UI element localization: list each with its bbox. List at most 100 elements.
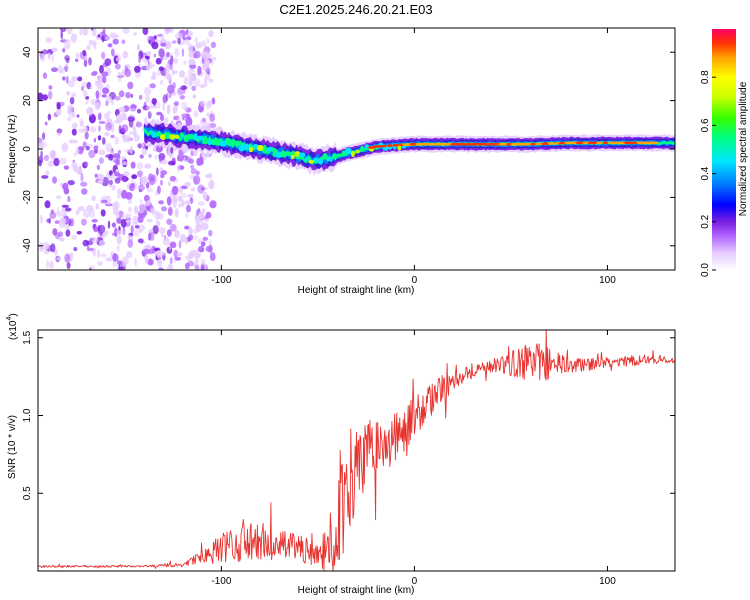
y-tick-label: 0.5 bbox=[22, 486, 33, 500]
noise-blob bbox=[84, 131, 89, 140]
noise-blob bbox=[200, 248, 204, 253]
noise-blob bbox=[178, 202, 182, 208]
ridge-blob bbox=[308, 160, 315, 164]
noise-blob bbox=[90, 72, 98, 77]
noise-blob bbox=[190, 164, 195, 169]
ridge-hotspot bbox=[474, 142, 485, 146]
ridge-blob bbox=[336, 153, 342, 158]
spectrogram-panel: -100 0 100 -40 -20 0 20 40 Height of straight … bbox=[7, 27, 676, 296]
ridge-blob bbox=[332, 153, 337, 158]
ridge-hotspot bbox=[463, 142, 472, 146]
noise-blob bbox=[196, 157, 203, 166]
colorbar-tick-label: 0.6 bbox=[700, 118, 711, 132]
noise-blob bbox=[157, 212, 164, 220]
noise-blob bbox=[187, 80, 193, 87]
noise-blob bbox=[42, 94, 48, 101]
noise-blob bbox=[63, 38, 71, 48]
noise-blob bbox=[166, 229, 172, 237]
noise-blob bbox=[129, 145, 133, 155]
noise-blob bbox=[121, 156, 126, 161]
noise-blob bbox=[130, 93, 134, 98]
noise-blob bbox=[94, 101, 101, 111]
noise-blob bbox=[116, 74, 125, 79]
noise-blob bbox=[200, 157, 204, 166]
noise-blob bbox=[132, 215, 139, 226]
ridge-hotspot bbox=[438, 142, 450, 146]
noise-blob bbox=[183, 60, 187, 65]
ridge-blob bbox=[183, 136, 190, 143]
noise-blob bbox=[108, 179, 113, 186]
noise-blob bbox=[156, 220, 161, 227]
noise-blob bbox=[82, 28, 89, 36]
noise-blob bbox=[66, 262, 71, 270]
noise-blob bbox=[164, 116, 169, 123]
noise-blob bbox=[195, 226, 203, 232]
noise-blob bbox=[150, 75, 156, 80]
snr-x-label: Height of straight line (km) bbox=[298, 585, 415, 596]
noise-blob bbox=[117, 107, 126, 113]
noise-blob bbox=[195, 42, 203, 49]
noise-blob bbox=[66, 75, 69, 84]
noise-blob bbox=[61, 204, 69, 208]
noise-blob bbox=[166, 104, 171, 115]
noise-blob bbox=[167, 264, 174, 270]
noise-blob bbox=[177, 88, 184, 97]
noise-blob bbox=[71, 76, 78, 82]
ridge-hotspot bbox=[386, 144, 393, 148]
noise-blob bbox=[134, 225, 140, 229]
noise-blob bbox=[80, 172, 84, 182]
noise-blob bbox=[167, 75, 172, 82]
noise-blob bbox=[48, 85, 53, 90]
y-tick-label: 1.5 bbox=[22, 330, 33, 344]
ridge-hotspot bbox=[522, 142, 533, 146]
noise-blob bbox=[64, 63, 70, 71]
noise-blob bbox=[192, 235, 199, 240]
y-tick-label: 20 bbox=[22, 95, 33, 107]
noise-blob bbox=[118, 266, 125, 270]
noise-blob bbox=[144, 244, 152, 250]
ridge-blob bbox=[280, 150, 287, 158]
noise-blob bbox=[71, 234, 77, 240]
noise-blob bbox=[156, 111, 163, 116]
noise-blob bbox=[125, 134, 131, 143]
noise-blob bbox=[83, 125, 88, 132]
noise-blob bbox=[147, 258, 154, 266]
noise-blob bbox=[100, 195, 109, 202]
noise-blob bbox=[157, 258, 163, 268]
noise-blob bbox=[75, 148, 80, 155]
ridge-blob bbox=[174, 134, 180, 139]
noise-blob bbox=[107, 43, 113, 48]
noise-blob bbox=[158, 200, 165, 205]
noise-blob bbox=[42, 242, 50, 250]
noise-blob bbox=[81, 188, 88, 195]
y-tick-label: -40 bbox=[22, 238, 33, 253]
noise-blob bbox=[173, 101, 179, 107]
noise-blob bbox=[149, 176, 156, 186]
ridge-hotspot bbox=[596, 141, 603, 145]
noise-blob bbox=[147, 111, 152, 119]
noise-blob bbox=[121, 39, 126, 44]
noise-blob bbox=[124, 68, 132, 78]
snr-series-line bbox=[38, 330, 675, 571]
noise-blob bbox=[101, 71, 109, 77]
snr-y-scale-close: ) bbox=[8, 313, 19, 316]
noise-blob bbox=[166, 218, 173, 225]
ridge-blob bbox=[151, 131, 157, 138]
noise-blob bbox=[89, 126, 96, 133]
ridge-hotspot bbox=[602, 141, 609, 145]
noise-blob bbox=[66, 28, 73, 35]
noise-blob bbox=[65, 207, 72, 212]
noise-blob bbox=[208, 229, 213, 237]
noise-blob bbox=[136, 43, 141, 51]
noise-blob bbox=[68, 139, 75, 144]
noise-blob bbox=[156, 249, 161, 259]
noise-blob bbox=[188, 234, 194, 241]
noise-blob bbox=[121, 124, 129, 133]
noise-blob bbox=[200, 220, 204, 228]
noise-blob bbox=[69, 252, 74, 258]
noise-blob bbox=[102, 28, 106, 34]
noise-blob bbox=[194, 264, 200, 270]
noise-blob bbox=[202, 208, 206, 213]
noise-blob bbox=[135, 121, 143, 128]
noise-blob bbox=[38, 155, 44, 164]
